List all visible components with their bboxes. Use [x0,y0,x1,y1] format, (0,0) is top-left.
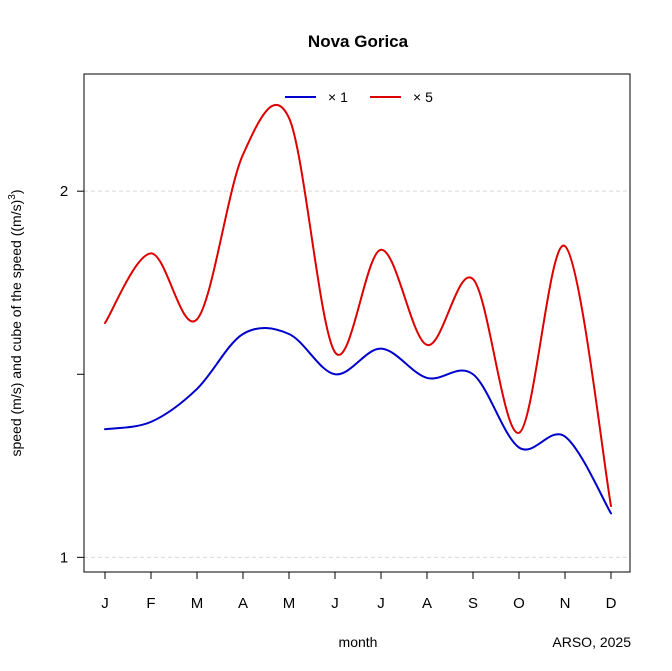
series-line-1 [104,103,612,508]
plot-frame [83,73,631,573]
y-axis-label-close: ) [8,189,24,194]
chart-title: Nova Gorica [308,32,409,51]
y-axis-label: speed (m/s) and cube of the speed ((m/s)… [7,189,24,456]
x-tick-label-5: J [331,595,339,612]
series-line-0 [104,327,612,515]
y-axis: 12 [60,183,84,566]
x-tick-label-8: S [468,595,478,612]
y-tick-label-2: 2 [60,183,68,200]
x-tick-label-11: D [606,595,617,612]
x-axis-label: month [339,634,378,650]
x-tick-label-6: J [377,595,385,612]
y-tick-label-0: 1 [60,549,68,566]
x-tick-label-0: J [101,595,109,612]
x-tick-label-4: M [283,595,296,612]
x-tick-label-7: A [422,595,432,612]
x-tick-label-10: N [560,595,571,612]
source-caption: ARSO, 2025 [552,634,631,650]
x-tick-label-9: O [513,595,525,612]
x-tick-label-1: F [146,595,155,612]
series-lines [104,103,612,515]
y-axis-label-text: speed (m/s) and cube of the speed ((m/s) [8,200,24,457]
legend-label-1: × 5 [413,89,433,105]
y-axis-label-superscript: 3 [7,194,18,200]
x-tick-label-3: A [238,595,248,612]
gridlines [84,190,630,558]
x-tick-label-2: M [191,595,204,612]
legend-label-0: × 1 [328,89,348,105]
legend: × 1 × 5 [285,89,433,105]
